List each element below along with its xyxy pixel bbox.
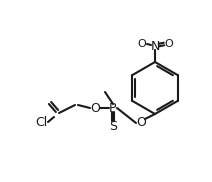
Text: O: O [136,116,146,128]
Text: O: O [90,102,100,114]
Text: S: S [109,120,117,132]
Text: O: O [138,39,146,49]
Text: Cl: Cl [35,116,47,130]
Text: P: P [109,102,117,114]
Text: N: N [150,39,160,52]
Text: O: O [165,39,173,49]
